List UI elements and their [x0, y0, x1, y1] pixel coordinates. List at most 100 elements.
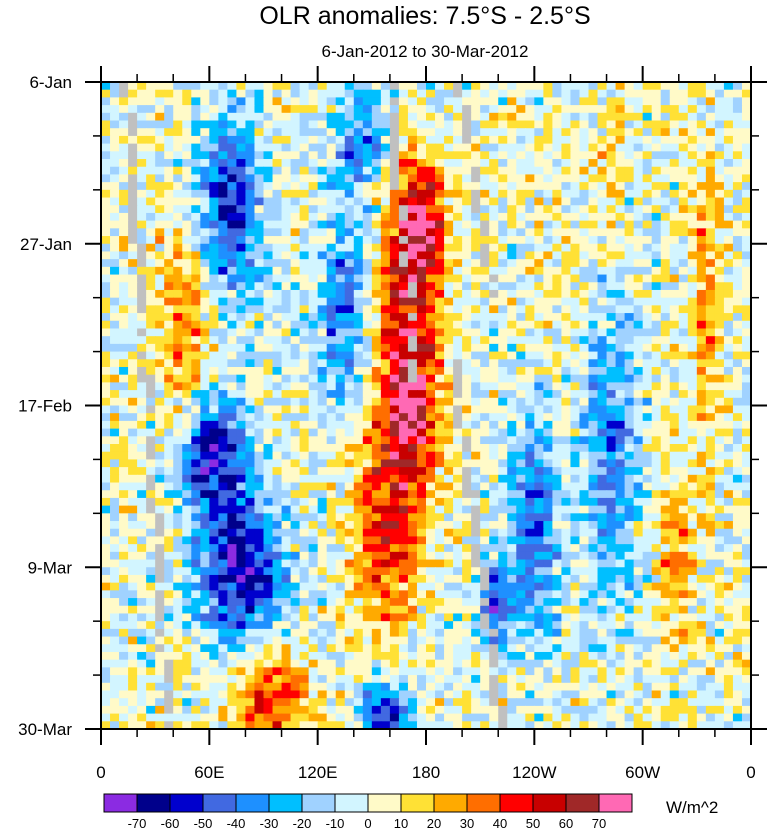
- heatmap-cell: [642, 444, 653, 453]
- heatmap-cell: [687, 228, 698, 237]
- heatmap-cell: [723, 266, 734, 276]
- heatmap-cell: [182, 598, 192, 607]
- heatmap-cell: [507, 582, 517, 591]
- heatmap-cell: [344, 236, 355, 245]
- heatmap-cell: [615, 482, 626, 491]
- heatmap-cell: [723, 182, 734, 191]
- heatmap-cell: [317, 97, 328, 106]
- heatmap-cell: [705, 297, 716, 306]
- heatmap-cell: [516, 567, 526, 576]
- heatmap-cell: [191, 459, 201, 468]
- heatmap-cell: [236, 374, 247, 383]
- heatmap-cell: [507, 359, 517, 368]
- heatmap-cell: [714, 351, 725, 360]
- heatmap-cell: [353, 544, 364, 553]
- heatmap-cell: [182, 189, 192, 199]
- heatmap-cell: [552, 459, 563, 468]
- heatmap-cell: [191, 243, 201, 253]
- heatmap-cell: [245, 444, 256, 453]
- heatmap-cell: [606, 151, 617, 160]
- heatmap-cell: [489, 482, 499, 491]
- heatmap-cell: [191, 197, 201, 206]
- heatmap-cell: [407, 436, 418, 445]
- heatmap-cell: [119, 105, 129, 114]
- heatmap-cell: [498, 182, 508, 191]
- heatmap-cell: [453, 274, 463, 283]
- heatmap-cell: [146, 197, 156, 206]
- heatmap-cell: [516, 528, 526, 538]
- heatmap-cell: [660, 474, 671, 484]
- heatmap-cell: [164, 251, 174, 260]
- heatmap-cell: [498, 467, 508, 476]
- heatmap-cell: [290, 436, 301, 445]
- heatmap-cell: [308, 105, 319, 114]
- heatmap-cell: [308, 559, 319, 568]
- heatmap-cell: [254, 151, 265, 160]
- heatmap-cell: [227, 436, 238, 445]
- heatmap-cell: [218, 105, 228, 114]
- heatmap-cell: [281, 274, 292, 283]
- heatmap-cell: [741, 313, 752, 322]
- heatmap-cell: [678, 189, 689, 199]
- heatmap-cell: [453, 382, 463, 391]
- heatmap-cell: [362, 420, 373, 430]
- heatmap-cell: [119, 220, 129, 229]
- heatmap-cell: [462, 428, 472, 437]
- heatmap-cell: [416, 382, 427, 391]
- heatmap-cell: [696, 289, 707, 299]
- heatmap-cell: [209, 82, 219, 91]
- heatmap-cell: [398, 413, 409, 422]
- heatmap-cell: [687, 390, 698, 399]
- heatmap-cell: [389, 482, 400, 491]
- heatmap-cell: [588, 243, 599, 253]
- heatmap-cell: [119, 397, 129, 407]
- heatmap-cell: [110, 266, 120, 276]
- heatmap-cell: [669, 174, 680, 183]
- heatmap-cell: [155, 497, 165, 507]
- heatmap-cell: [453, 166, 463, 176]
- heatmap-cell: [353, 120, 364, 129]
- heatmap-cell: [290, 590, 301, 599]
- heatmap-cell: [732, 97, 743, 106]
- heatmap-cell: [281, 328, 292, 337]
- heatmap-cell: [164, 97, 174, 106]
- heatmap-cell: [696, 328, 707, 337]
- heatmap-cell: [534, 166, 544, 176]
- heatmap-cell: [696, 428, 707, 437]
- heatmap-cell: [227, 313, 238, 322]
- heatmap-cell: [362, 428, 373, 437]
- heatmap-cell: [290, 189, 301, 199]
- heatmap-cell: [741, 259, 752, 268]
- heatmap-cell: [398, 97, 409, 106]
- heatmap-cell: [272, 143, 283, 152]
- heatmap-cell: [362, 582, 373, 591]
- heatmap-cell: [489, 598, 499, 607]
- heatmap-cell: [263, 289, 274, 299]
- heatmap-cell: [173, 382, 183, 391]
- heatmap-cell: [507, 274, 517, 283]
- heatmap-cell: [651, 521, 662, 530]
- heatmap-cell: [714, 112, 725, 122]
- heatmap-cell: [101, 135, 111, 145]
- heatmap-cell: [534, 405, 544, 414]
- heatmap-cell: [362, 97, 373, 106]
- heatmap-cell: [678, 143, 689, 152]
- heatmap-cell: [362, 135, 373, 145]
- heatmap-cell: [146, 89, 156, 98]
- heatmap-cell: [678, 444, 689, 453]
- heatmap-cell: [371, 482, 382, 491]
- heatmap-cell: [435, 474, 445, 484]
- heatmap-cell: [218, 212, 228, 222]
- heatmap-cell: [543, 544, 553, 553]
- heatmap-cell: [308, 459, 319, 468]
- heatmap-cell: [299, 374, 310, 383]
- heatmap-cell: [173, 82, 183, 91]
- heatmap-cell: [272, 97, 283, 106]
- heatmap-cell: [714, 174, 725, 183]
- heatmap-cell: [209, 497, 219, 507]
- heatmap-cell: [678, 151, 689, 160]
- heatmap-cell: [561, 220, 572, 229]
- heatmap-cell: [110, 482, 120, 491]
- heatmap-cell: [119, 436, 129, 445]
- heatmap-cell: [344, 436, 355, 445]
